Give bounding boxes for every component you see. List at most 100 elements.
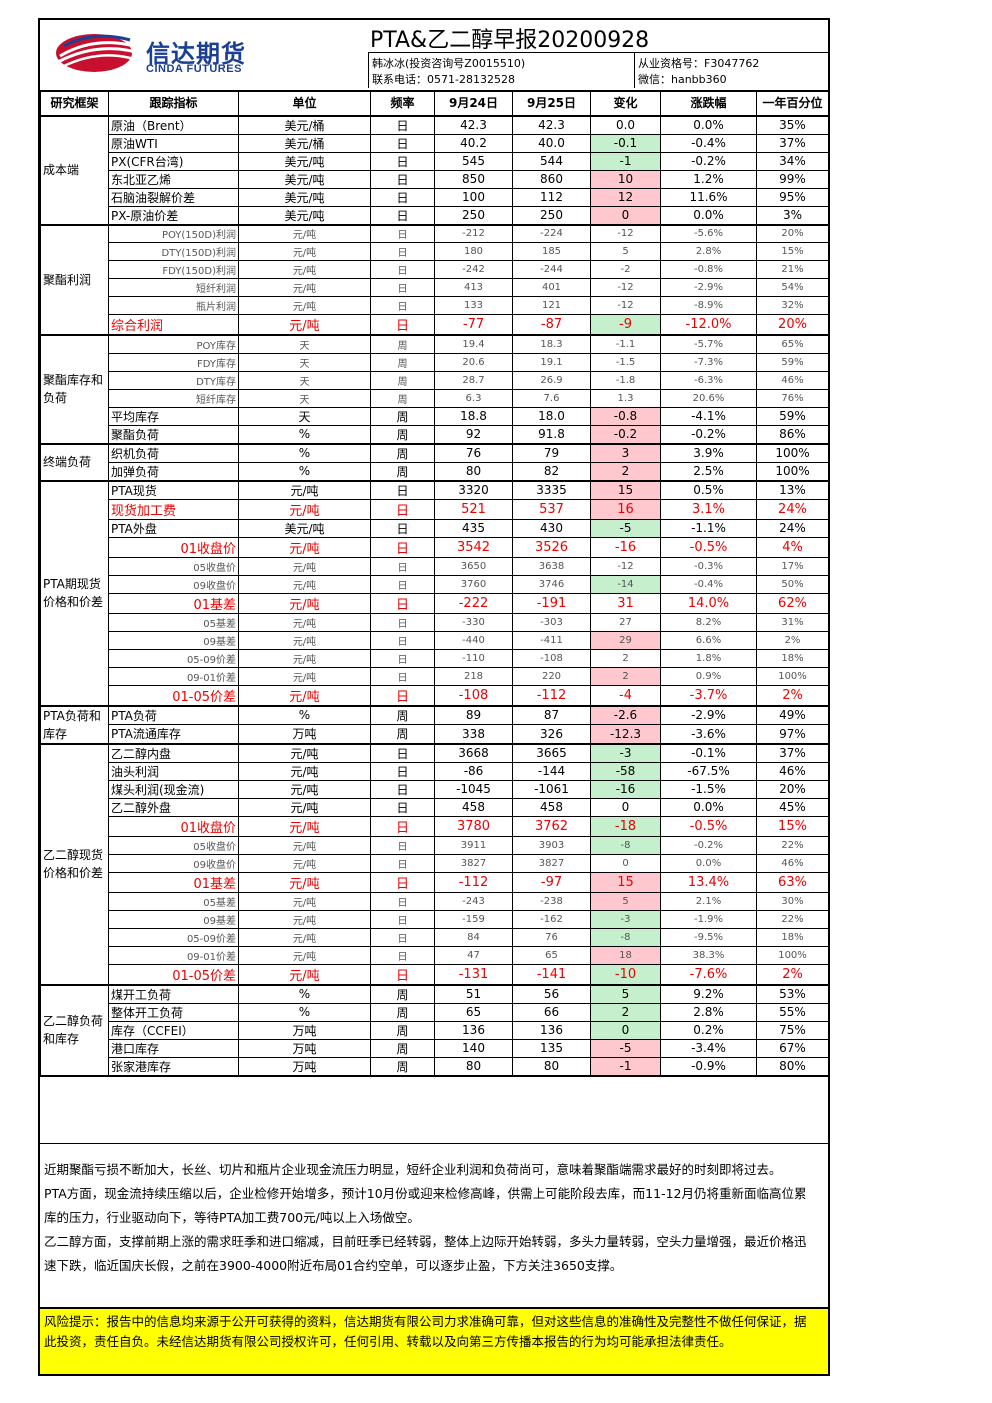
frequency-cell: 日 [370, 684, 435, 707]
change-cell: -9 [590, 314, 661, 336]
indicator-name: 油头利润 [108, 761, 239, 781]
indicator-name: PTA流通库存 [108, 724, 239, 745]
table-row: PTA期现货价格和价差 PTA现货 元/吨日 3320 3335 15 0.5% 13% [40, 480, 829, 707]
logo-cn-text: 信达期货 [146, 40, 246, 68]
indicator-name: PTA负荷 [108, 705, 239, 725]
change-cell: 3 [590, 443, 661, 463]
pct-change-cell: 3.9% [660, 443, 757, 463]
value-sep25: 136 [512, 1020, 591, 1040]
value-sep25: 65 [512, 945, 591, 965]
unit-cell: 元/吨 [238, 684, 371, 707]
frequency-cell: 日 [370, 909, 435, 929]
change-cell: -18 [590, 815, 661, 837]
value-sep25: 458 [512, 797, 591, 817]
table-row: PX(CFR台湾) 美元/吨日 545 544 -1 -0.2% 34% [41, 151, 829, 171]
pct-change-cell: -0.5% [660, 536, 757, 558]
table-row: 库存（CCFEI） 万吨周 136 136 0 0.2% 75% [41, 1020, 829, 1040]
value-sep24: 545 [434, 151, 513, 171]
value-sep25: 537 [512, 498, 591, 520]
unit-cell: 元/吨 [238, 574, 371, 594]
year-percentile-cell: 53% [756, 984, 829, 1004]
unit-cell: 元/吨 [238, 666, 371, 686]
table-row: 09收盘价 元/吨日 3760 3746 -14 -0.4% 50% [41, 574, 829, 594]
frequency-cell: 周 [370, 388, 435, 408]
pct-change-cell: 20.6% [660, 388, 757, 408]
unit-cell: 元/吨 [238, 242, 371, 261]
unit-cell: 元/吨 [238, 797, 371, 817]
table-row: 成本端 原油（Brent） 美元/桶日 42.3 42.3 0.0 0.0% 35% [40, 115, 829, 226]
indicator-name: 01收盘价 [108, 536, 239, 558]
logo-en-text: CINDA FUTURES [146, 63, 242, 75]
value-sep25: 544 [512, 151, 591, 171]
col-header: 单位 [238, 90, 371, 117]
value-sep25: 3903 [512, 835, 591, 855]
indicator-name: 整体开工负荷 [108, 1002, 239, 1022]
change-cell: -1.8 [590, 370, 661, 390]
indicator-name: 01收盘价 [108, 815, 239, 837]
value-sep24: 3650 [434, 556, 513, 576]
frequency-cell: 日 [370, 224, 435, 243]
table-row: 01-05价差 元/吨日 -108 -112 -4 -3.7% 2% [41, 684, 829, 707]
table-row: PX-原油价差 美元/吨日 250 250 0 0.0% 3% [41, 205, 829, 226]
table-row: 平均库存天周 18.8 18.0 -0.8 -4.1% 59% [41, 406, 829, 426]
value-sep25: 135 [512, 1038, 591, 1058]
pct-change-cell: -4.1% [660, 406, 757, 426]
indicator-table: 研究框架 跟踪指标 单位 频率 9月24日 9月25日 变化 涨跌幅 一年百分位… [40, 90, 829, 1077]
value-sep24: 250 [434, 205, 513, 226]
frequency-cell: 日 [370, 835, 435, 855]
table-row: 09-01价差 元/吨日 47 65 18 38.3% 100% [41, 945, 829, 965]
unit-cell: 元/吨 [238, 592, 371, 614]
indicator-name: 原油（Brent） [108, 115, 239, 135]
table-row: 09基差 元/吨日 -440 -411 29 6.6% 2% [41, 630, 829, 650]
pct-change-cell: 0.9% [660, 666, 757, 686]
year-percentile-cell: 100% [756, 945, 829, 965]
change-cell: 0.0 [590, 115, 661, 135]
unit-cell: 美元/桶 [238, 115, 371, 135]
table-row: 港口库存 万吨周 140 135 -5 -3.4% 67% [41, 1038, 829, 1058]
indicator-name: PX(CFR台湾) [108, 151, 239, 171]
year-percentile-cell: 22% [756, 835, 829, 855]
frequency-cell: 周 [370, 724, 435, 745]
col-header: 涨跌幅 [660, 90, 757, 117]
table-row: 09基差 元/吨日 -159 -162 -3 -1.9% 22% [41, 909, 829, 929]
unit-cell: 万吨 [238, 1038, 371, 1058]
indicator-name: 东北亚乙烯 [108, 169, 239, 189]
table-row: 煤头利润(现金流) 元/吨日 -1045 -1061 -16 -1.5% 20% [41, 779, 829, 799]
table-row: 05-09价差 元/吨日 -110 -108 2 1.8% 18% [41, 648, 829, 668]
value-sep25: -411 [512, 630, 591, 650]
commentary-paragraph: PTA方面，现金流持续压缩以后，企业检修开始增多，预计10月份或迎来检修高峰，供… [44, 1186, 807, 1225]
indicator-name: 09收盘价 [108, 574, 239, 594]
indicator-name: 01基差 [108, 871, 239, 893]
year-percentile-cell: 24% [756, 518, 829, 538]
unit-cell: 美元/吨 [238, 151, 371, 171]
year-percentile-cell: 59% [756, 352, 829, 372]
pct-change-cell: 1.2% [660, 169, 757, 189]
change-cell: -5 [590, 518, 661, 538]
col-header: 研究框架 [40, 90, 109, 117]
value-sep24: 42.3 [434, 115, 513, 135]
value-sep25: 56 [512, 984, 591, 1004]
unit-cell: 元/吨 [238, 314, 371, 336]
indicator-name: 05基差 [108, 891, 239, 911]
indicator-name: 瓶片利润 [108, 296, 239, 315]
indicator-name: 09-01价差 [108, 666, 239, 686]
year-percentile-cell: 54% [756, 278, 829, 297]
year-percentile-cell: 95% [756, 187, 829, 207]
table-row: FDY库存天周 20.6 19.1 -1.5 -7.3% 59% [41, 352, 829, 372]
pct-change-cell: -7.3% [660, 352, 757, 372]
change-cell: -0.2 [590, 424, 661, 445]
pct-change-cell: -0.2% [660, 424, 757, 445]
frequency-cell: 日 [370, 630, 435, 650]
value-sep25: -162 [512, 909, 591, 929]
indicator-name: 09-01价差 [108, 945, 239, 965]
indicator-name: 05收盘价 [108, 556, 239, 576]
pct-change-cell: 0.2% [660, 1020, 757, 1040]
col-header: 跟踪指标 [108, 90, 239, 117]
indicator-name: 01-05价差 [108, 963, 239, 986]
year-percentile-cell: 37% [756, 133, 829, 153]
year-percentile-cell: 34% [756, 151, 829, 171]
table-row: 01-05价差 元/吨日 -131 -141 -10 -7.6% 2% [41, 963, 829, 986]
value-sep25: 3526 [512, 536, 591, 558]
value-sep24: -159 [434, 909, 513, 929]
indicator-name: 平均库存 [108, 406, 239, 426]
